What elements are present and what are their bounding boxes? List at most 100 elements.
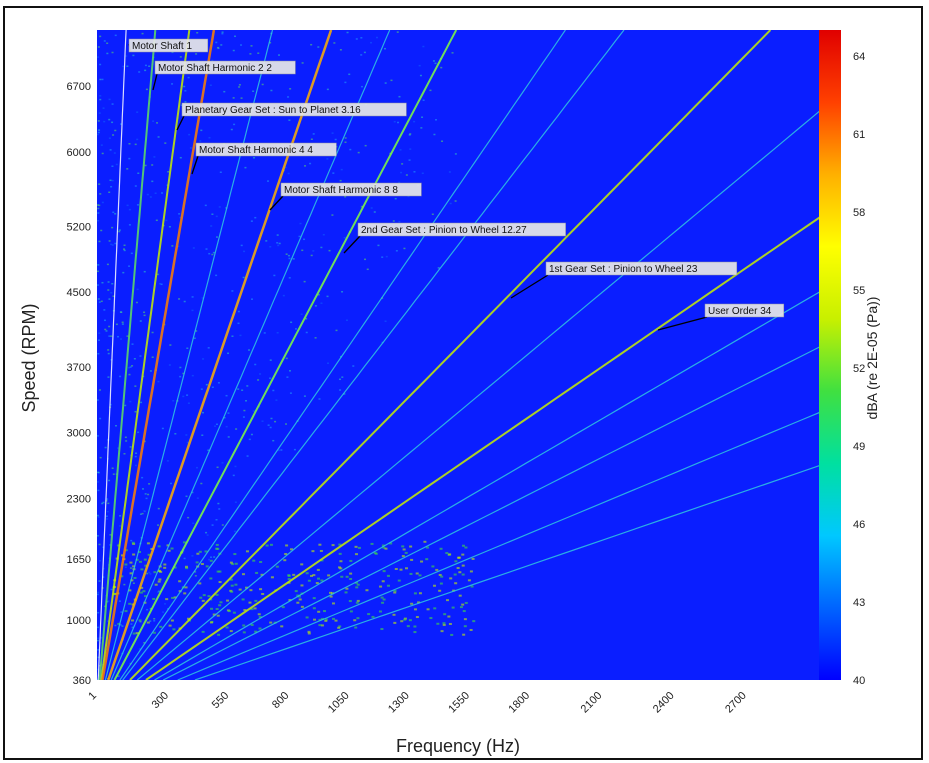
colorbar-tick-label: 52 bbox=[853, 363, 865, 375]
noise-speckle bbox=[170, 547, 174, 550]
noise-speckle bbox=[144, 493, 147, 495]
noise-speckle bbox=[360, 85, 363, 88]
annotations-layer: Motor Shaft 1 Motor Shaft Harmonic 2 2 Pla… bbox=[128, 38, 785, 331]
noise-speckle bbox=[438, 573, 442, 576]
noise-speckle bbox=[461, 603, 465, 606]
noise-speckle bbox=[132, 54, 135, 57]
noise-speckle bbox=[218, 581, 222, 584]
noise-speckle bbox=[433, 133, 436, 136]
noise-speckle bbox=[312, 133, 315, 135]
noise-speckle bbox=[248, 601, 252, 604]
noise-speckle bbox=[293, 448, 296, 451]
noise-speckle bbox=[226, 599, 230, 602]
noise-speckle bbox=[207, 449, 210, 452]
noise-speckle bbox=[253, 607, 257, 610]
noise-speckle bbox=[161, 192, 164, 194]
noise-speckle bbox=[149, 607, 152, 610]
noise-speckle bbox=[109, 149, 112, 151]
noise-speckle bbox=[392, 613, 396, 616]
noise-speckle bbox=[179, 375, 182, 378]
noise-speckle bbox=[195, 561, 199, 564]
noise-speckle bbox=[381, 256, 384, 258]
noise-speckle bbox=[312, 574, 316, 577]
noise-speckle bbox=[317, 293, 320, 296]
noise-speckle bbox=[464, 546, 468, 549]
noise-speckle bbox=[318, 624, 322, 627]
noise-speckle bbox=[163, 566, 167, 569]
noise-speckle bbox=[284, 166, 287, 169]
noise-speckle bbox=[170, 619, 174, 622]
noise-speckle bbox=[171, 596, 175, 599]
noise-speckle bbox=[131, 365, 134, 367]
noise-speckle bbox=[431, 565, 435, 568]
noise-speckle bbox=[363, 51, 366, 54]
colorbar-tick-label: 61 bbox=[853, 129, 865, 141]
noise-speckle bbox=[98, 112, 101, 114]
noise-speckle bbox=[318, 398, 321, 400]
noise-speckle bbox=[221, 462, 224, 464]
noise-speckle bbox=[195, 466, 198, 469]
noise-speckle bbox=[443, 613, 447, 616]
annotation: 2nd Gear Set : Pinion to Wheel 12.27 bbox=[343, 222, 566, 254]
x-tick-label: 1800 bbox=[506, 690, 532, 716]
noise-speckle bbox=[252, 90, 255, 93]
noise-speckle bbox=[305, 616, 309, 619]
noise-speckle bbox=[125, 440, 128, 442]
noise-speckle bbox=[314, 337, 317, 339]
noise-speckle bbox=[108, 335, 111, 337]
noise-speckle bbox=[382, 598, 386, 601]
noise-speckle bbox=[126, 168, 129, 170]
noise-speckle bbox=[101, 281, 104, 284]
noise-speckle bbox=[294, 328, 297, 330]
noise-speckle bbox=[217, 502, 220, 505]
noise-speckle bbox=[157, 545, 161, 548]
noise-speckle bbox=[107, 289, 110, 291]
noise-speckle bbox=[310, 138, 313, 140]
noise-speckle bbox=[98, 543, 101, 546]
noise-speckle bbox=[189, 147, 192, 149]
noise-speckle bbox=[146, 542, 150, 545]
noise-speckle bbox=[354, 581, 358, 584]
noise-speckle bbox=[225, 394, 228, 397]
noise-speckle bbox=[403, 618, 407, 621]
noise-speckle bbox=[393, 621, 397, 624]
noise-speckle bbox=[153, 618, 156, 620]
noise-speckle bbox=[349, 572, 353, 575]
noise-speckle bbox=[339, 179, 342, 182]
noise-speckle bbox=[147, 553, 151, 556]
noise-speckle bbox=[166, 460, 169, 462]
noise-speckle bbox=[229, 561, 233, 564]
noise-speckle bbox=[195, 53, 198, 55]
noise-speckle bbox=[434, 62, 437, 65]
noise-speckle bbox=[331, 214, 334, 216]
noise-speckle bbox=[257, 52, 260, 54]
noise-speckle bbox=[240, 244, 243, 247]
noise-speckle bbox=[312, 597, 316, 600]
noise-speckle bbox=[409, 545, 413, 548]
noise-speckle bbox=[151, 356, 154, 358]
noise-speckle bbox=[215, 423, 218, 426]
noise-speckle bbox=[211, 213, 214, 215]
order-line bbox=[101, 30, 216, 680]
annotation-label: 1st Gear Set : Pinion to Wheel 23 bbox=[549, 264, 698, 275]
noise-speckle bbox=[393, 589, 397, 592]
noise-speckle bbox=[211, 59, 214, 62]
noise-speckle bbox=[270, 576, 274, 579]
noise-speckle bbox=[285, 357, 288, 360]
noise-speckle bbox=[129, 446, 132, 448]
noise-speckle bbox=[384, 320, 387, 322]
noise-speckle bbox=[128, 157, 131, 160]
noise-speckle bbox=[172, 400, 175, 402]
noise-speckle bbox=[109, 403, 112, 406]
noise-speckle bbox=[341, 291, 344, 293]
noise-speckle bbox=[380, 596, 384, 599]
noise-speckle bbox=[349, 610, 353, 613]
noise-speckle bbox=[367, 613, 371, 616]
noise-speckle bbox=[461, 564, 465, 567]
noise-speckle bbox=[344, 137, 347, 139]
colorbar-tick-label: 49 bbox=[853, 441, 865, 453]
noise-speckle bbox=[99, 193, 102, 195]
x-tick-label: 1300 bbox=[386, 690, 412, 716]
noise-speckle bbox=[109, 179, 112, 182]
noise-speckle bbox=[108, 191, 111, 194]
